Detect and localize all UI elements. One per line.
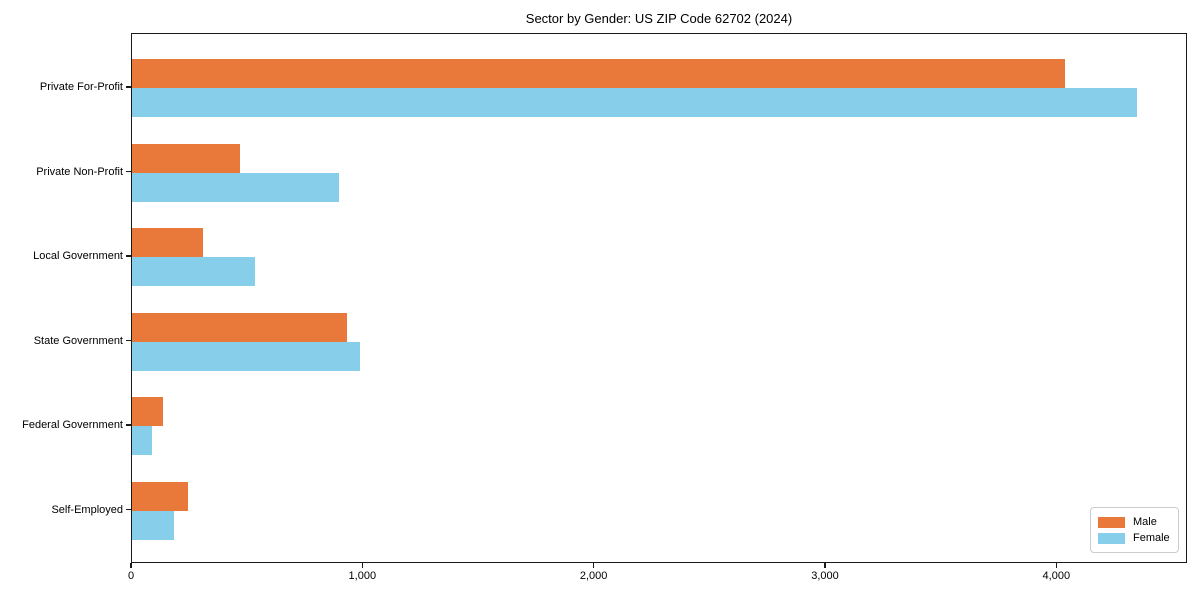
- x-tick-label-4000: 4,000: [1042, 570, 1071, 582]
- legend-label-female: Female: [1133, 532, 1170, 544]
- y-tick-state-government: [126, 339, 131, 341]
- x-tick-1000: [361, 563, 364, 568]
- bar-female-private-for-profit: [132, 88, 1137, 117]
- bar-female-private-non-profit: [132, 172, 339, 202]
- y-tick-federal-government: [126, 424, 131, 426]
- legend-swatch-male: [1098, 516, 1125, 528]
- x-tick-0: [130, 563, 132, 568]
- chart-title: Sector by Gender: US ZIP Code 62702 (202…: [525, 11, 793, 26]
- y-tick-label-federal-government: Federal Government: [22, 419, 123, 431]
- bar-female-state-government: [132, 341, 360, 371]
- bar-male-private-non-profit: [132, 143, 240, 173]
- y-tick-label-private-for-profit: Private For-Profit: [39, 81, 123, 93]
- y-tick-label-self-employed: Self-Employed: [51, 503, 123, 516]
- bar-male-local-government: [132, 228, 203, 257]
- x-tick-label-1000: 1,000: [348, 570, 377, 582]
- y-tick-private-non-profit: [126, 170, 131, 172]
- legend-label-male: Male: [1133, 516, 1157, 528]
- legend-entry-female: Female: [1098, 530, 1170, 546]
- legend: Male Female: [1090, 507, 1179, 553]
- x-tick-label-2000: 2,000: [579, 570, 608, 582]
- bar-male-private-for-profit: [132, 59, 1065, 88]
- y-tick-label-private-non-profit: Private Non-Profit: [36, 165, 123, 178]
- x-tick-label-3000: 3,000: [811, 570, 839, 582]
- bar-male-self-employed: [132, 481, 188, 511]
- legend-swatch-female: [1098, 532, 1125, 544]
- x-tick-4000: [1055, 563, 1058, 568]
- x-tick-2000: [592, 563, 595, 568]
- legend-entry-male: Male: [1098, 514, 1170, 530]
- plot-area: [131, 33, 1187, 563]
- bar-female-federal-government: [132, 426, 152, 455]
- bar-female-local-government: [132, 257, 255, 286]
- bar-male-state-government: [132, 312, 347, 342]
- x-tick-label-0: 0: [127, 570, 135, 582]
- y-tick-private-for-profit: [126, 86, 131, 88]
- y-tick-self-employed: [126, 508, 131, 510]
- y-tick-local-government: [126, 255, 131, 257]
- bar-male-federal-government: [132, 397, 163, 426]
- y-tick-label-local-government: Local Government: [33, 250, 123, 262]
- bar-female-self-employed: [132, 510, 174, 540]
- y-tick-label-state-government: State Government: [33, 334, 123, 347]
- x-tick-3000: [824, 563, 826, 568]
